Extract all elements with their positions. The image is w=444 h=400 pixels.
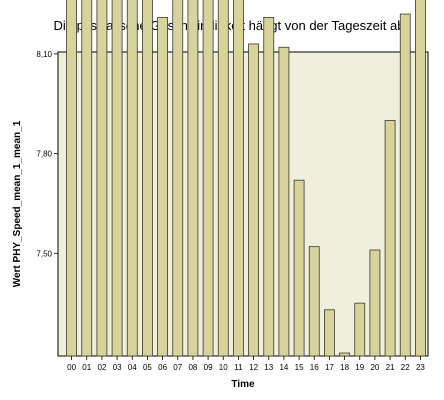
x-tick-label-08: 08	[188, 363, 197, 372]
bar-23	[415, 0, 426, 357]
bar-15	[293, 179, 305, 357]
x-axis: 00 01 02 03 04 05 06 07 08 09 10 11 12 13 14 15 16 17 18 19…	[67, 356, 425, 372]
bar-07	[172, 0, 184, 357]
bar-14	[278, 46, 290, 357]
x-tick-label-07: 07	[173, 363, 182, 372]
x-tick-label-00: 00	[67, 363, 76, 372]
x-tick-label-06: 06	[158, 363, 167, 372]
bar-01	[81, 0, 93, 357]
x-tick-label-22: 22	[401, 363, 410, 372]
bar-11	[233, 0, 244, 357]
x-tick-label-16: 16	[310, 363, 319, 372]
x-tick-label-11: 11	[234, 363, 243, 372]
x-axis-label: Time	[231, 379, 255, 390]
x-tick-label-23: 23	[416, 363, 425, 372]
x-tick-label-12: 12	[249, 363, 258, 372]
x-tick-label-21: 21	[386, 363, 395, 372]
x-tick-label-18: 18	[340, 363, 349, 372]
x-tick-label-04: 04	[128, 363, 137, 372]
x-tick-label-15: 15	[295, 363, 304, 372]
bar-22	[399, 13, 411, 357]
chart-title: Die pysikalische Geschwindigkeit hängt v…	[54, 18, 405, 33]
bar-10	[217, 0, 229, 357]
x-tick-label-17: 17	[325, 363, 334, 372]
x-tick-label-19: 19	[355, 363, 364, 372]
bar-20	[369, 249, 381, 357]
bar-12	[248, 43, 259, 357]
bar-21	[384, 119, 396, 357]
y-axis-label: Wert PHY_Speed_mean_1_mean_1	[12, 120, 23, 287]
bar-04	[126, 0, 138, 357]
bar-16	[308, 246, 320, 357]
x-tick-label-05: 05	[143, 363, 152, 372]
y-tick-label: 7,50	[36, 249, 52, 258]
bar-00	[66, 0, 77, 357]
bar-08	[187, 0, 199, 357]
bar-19	[354, 302, 366, 357]
x-tick-label-13: 13	[264, 363, 273, 372]
x-tick-label-03: 03	[113, 363, 122, 372]
bar-18	[339, 352, 350, 357]
x-tick-label-10: 10	[219, 363, 228, 372]
bar-03	[111, 0, 123, 357]
y-tick-label: 8,10	[36, 50, 52, 59]
x-tick-label-20: 20	[370, 363, 379, 372]
x-tick-label-09: 09	[204, 363, 213, 372]
bar-06	[157, 16, 168, 357]
bar-09	[202, 0, 214, 357]
y-axis: 7,507,808,108,408,709,00	[36, 50, 58, 258]
x-tick-label-14: 14	[279, 363, 288, 372]
bar-17	[324, 309, 335, 357]
bar-05	[142, 0, 153, 357]
x-tick-label-02: 02	[97, 363, 106, 372]
y-tick-label: 7,80	[36, 150, 52, 159]
bar-13	[263, 16, 275, 357]
x-tick-label-01: 01	[82, 363, 91, 372]
bar-02	[96, 0, 108, 357]
